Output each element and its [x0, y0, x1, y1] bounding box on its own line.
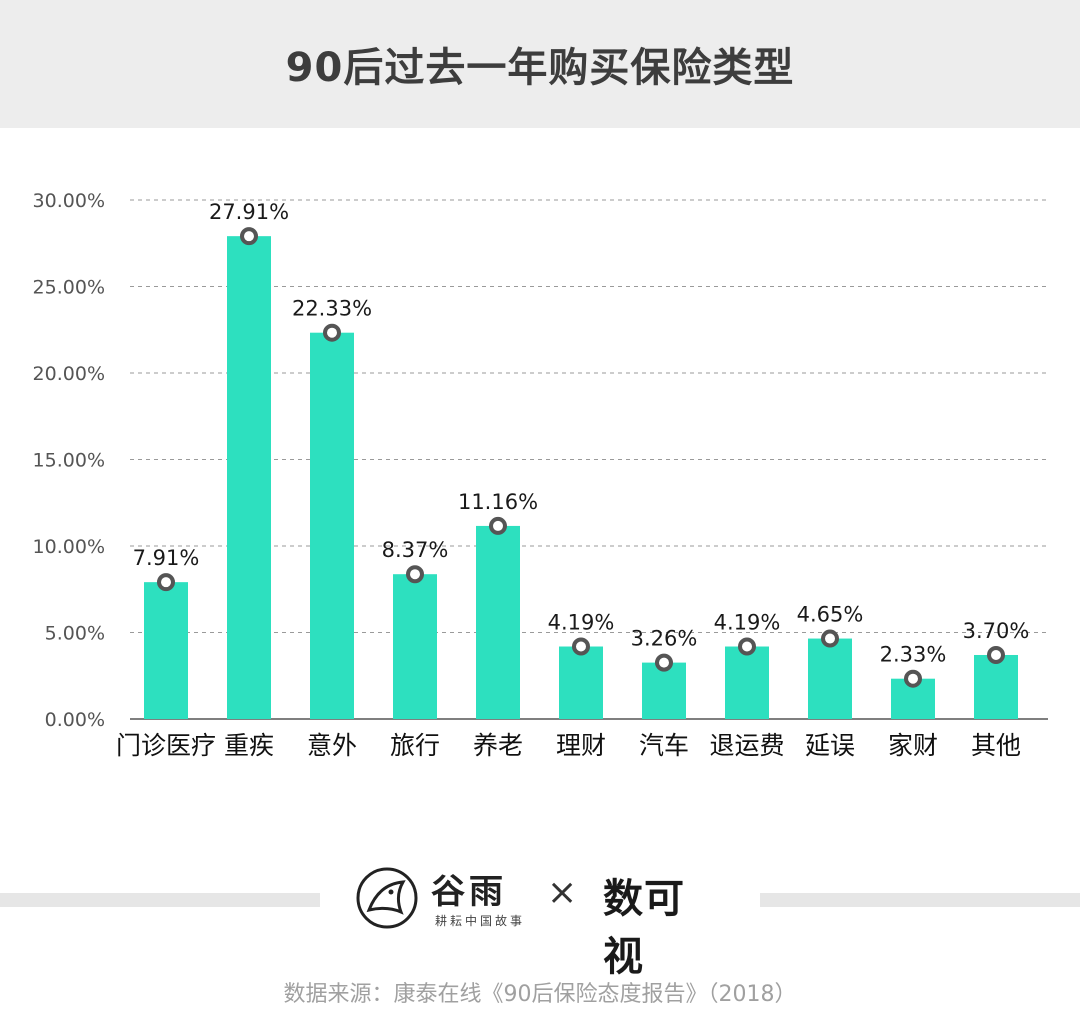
bar	[725, 646, 769, 719]
bar	[559, 646, 603, 719]
bar	[227, 236, 271, 720]
x-tick-label: 旅行	[390, 731, 440, 760]
bar	[310, 332, 354, 719]
bar-marker	[821, 629, 839, 648]
x-tick-label: 养老	[473, 731, 523, 760]
bar-marker	[323, 323, 341, 342]
bar-marker	[987, 645, 1005, 664]
x-tick-label: 重疾	[224, 731, 274, 760]
y-tick-label: 30.00%	[33, 190, 105, 212]
data-label: 27.91%	[209, 200, 289, 224]
data-label: 3.70%	[963, 619, 1030, 643]
bar	[642, 662, 686, 719]
bar-marker	[572, 637, 590, 656]
guyu-logo-text: 谷雨	[431, 872, 507, 912]
collab-separator: ×	[547, 872, 578, 913]
x-tick-label: 门诊医疗	[116, 731, 216, 760]
shukeshi-logo-text: 数可视	[603, 875, 685, 980]
bar	[974, 654, 1018, 719]
y-tick-label: 15.00%	[33, 450, 105, 472]
bar-marker	[157, 573, 175, 592]
chart-title: 90后过去一年购买保险类型	[285, 45, 795, 91]
y-tick-label: 10.00%	[33, 536, 105, 558]
bar-marker	[240, 227, 258, 246]
data-label: 22.33%	[292, 297, 372, 321]
x-tick-label: 汽车	[639, 731, 689, 760]
partner-logos: 谷雨 耕耘中国故事 × 数可视	[355, 860, 725, 980]
bar-chart: 0.00% 5.00% 10.00% 15.00% 20.00% 25.00% 30.00%…	[33, 190, 1048, 760]
y-tick-label: 5.00%	[45, 623, 105, 645]
bar-marker	[406, 565, 424, 584]
data-label: 4.65%	[797, 603, 864, 627]
bar	[144, 582, 188, 719]
title-bar: 90后过去一年购买保险类型	[0, 0, 1080, 128]
y-tick-label: 0.00%	[45, 709, 105, 731]
data-label: 4.19%	[714, 611, 781, 635]
data-label: 8.37%	[382, 538, 449, 562]
x-tick-label: 理财	[556, 731, 606, 760]
data-label: 2.33%	[880, 643, 947, 667]
data-label: 4.19%	[548, 611, 615, 635]
data-label: 11.16%	[458, 490, 538, 514]
data-label: 3.26%	[631, 627, 698, 651]
data-label: 7.91%	[133, 546, 200, 570]
y-tick-label: 20.00%	[33, 363, 105, 385]
bar-marker	[738, 637, 756, 656]
footer-divider-right	[760, 893, 1080, 907]
bar	[393, 574, 437, 719]
x-tick-label: 延误	[805, 731, 855, 760]
footer-divider-left	[0, 893, 320, 907]
x-tick-label: 意外	[307, 731, 357, 760]
guyu-logo-icon	[356, 867, 418, 929]
bar	[808, 638, 852, 719]
x-tick-label: 退运费	[709, 731, 784, 760]
bar-marker	[904, 669, 922, 688]
bar	[476, 525, 520, 719]
x-tick-label: 其他	[971, 731, 1021, 760]
bar-marker	[489, 516, 507, 535]
guyu-logo-subtitle: 耕耘中国故事	[435, 914, 526, 928]
bar-marker	[655, 653, 673, 672]
y-tick-label: 25.00%	[33, 277, 105, 299]
x-tick-label: 家财	[888, 731, 938, 760]
data-source-note: 数据来源：康泰在线《90后保险态度报告》（2018）	[283, 982, 797, 1007]
